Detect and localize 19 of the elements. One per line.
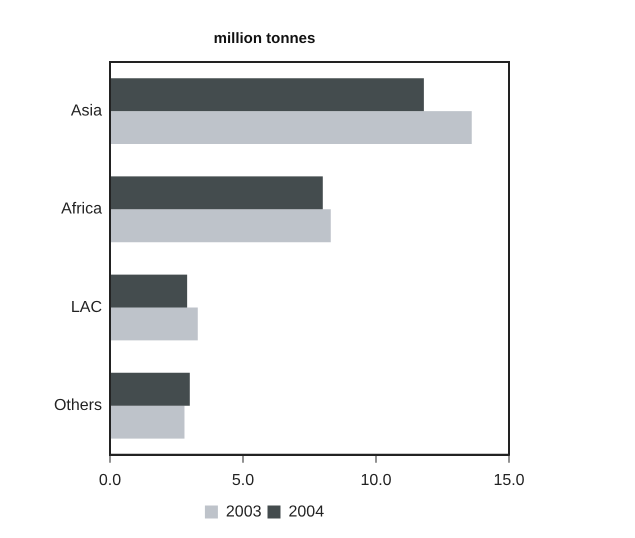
- bar: [110, 406, 184, 439]
- x-tick-label: 10.0: [360, 472, 392, 489]
- y-tick-label: LAC: [70, 298, 102, 316]
- x-tick-label: 15.0: [493, 472, 525, 489]
- bar: [110, 176, 323, 210]
- bar: [110, 111, 472, 144]
- y-tick-label: Africa: [61, 200, 102, 218]
- legend-label: 2003: [226, 503, 262, 520]
- x-tick-label: 0.0: [98, 472, 122, 489]
- bar: [110, 274, 188, 308]
- bar: [110, 372, 190, 406]
- bar: [110, 78, 424, 112]
- legend-label: 2004: [288, 503, 324, 520]
- chart-title: million tonnes: [214, 30, 316, 48]
- bar: [110, 209, 331, 242]
- bar: [110, 308, 198, 340]
- x-tick-label: 5.0: [232, 472, 254, 489]
- y-tick-label: Others: [54, 397, 102, 414]
- y-tick-label: Asia: [70, 102, 102, 120]
